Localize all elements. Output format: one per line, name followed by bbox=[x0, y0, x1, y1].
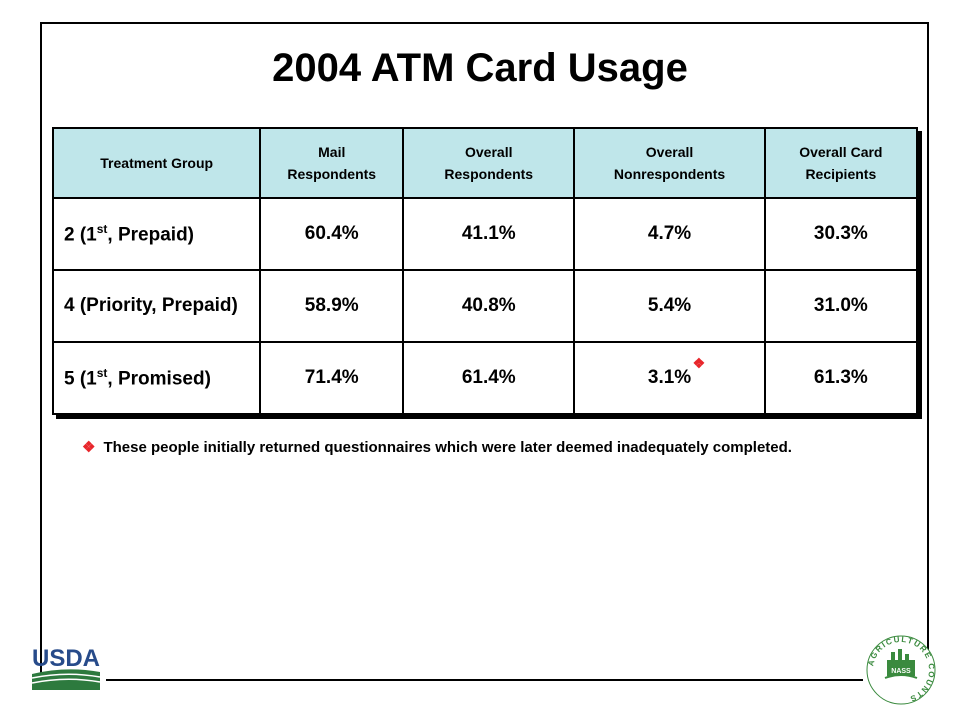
mail-respondents-cell: 71.4% bbox=[259, 341, 405, 415]
table-row: 2 (1st, Prepaid) 60.4% 41.1% 4.7% 30.3% bbox=[51, 197, 919, 271]
header-overall-card-recipients: Overall Card Recipients bbox=[763, 127, 919, 199]
page-title: 2004 ATM Card Usage bbox=[272, 46, 688, 90]
overall-nonrespondents-cell: 5.4% bbox=[573, 269, 766, 343]
mail-respondents-cell: 60.4% bbox=[259, 197, 405, 271]
header-mail-respondents: Mail Respondents bbox=[259, 127, 405, 199]
overall-nonrespondents-cell: 3.1% ❖ bbox=[573, 341, 766, 415]
mail-respondents-cell: 58.9% bbox=[259, 269, 405, 343]
table-row: 5 (1st, Promised) 71.4% 61.4% 3.1% ❖ 61.3… bbox=[51, 341, 919, 415]
footnote: ❖ These people initially returned questio… bbox=[82, 436, 882, 459]
overall-nonrespondents-cell: 4.7% bbox=[573, 197, 766, 271]
slide-frame-left bbox=[40, 22, 42, 682]
nass-badge-text: NASS bbox=[891, 668, 911, 675]
usda-logo-text: USDA bbox=[32, 645, 100, 672]
nass-agriculture-counts-logo: AGRICULTURE COUNTS NASS bbox=[866, 635, 936, 705]
overall-card-recipients-cell: 61.3% bbox=[763, 341, 919, 415]
header-overall-nonrespondents: Overall Nonrespondents bbox=[573, 127, 766, 199]
treatment-group-cell: 2 (1st, Prepaid) bbox=[51, 197, 262, 271]
diamond-bullet-icon: ❖ bbox=[82, 439, 96, 456]
footnote-text: These people initially returned question… bbox=[103, 439, 792, 456]
header-treatment-group: Treatment Group bbox=[51, 127, 262, 199]
overall-respondents-cell: 41.1% bbox=[402, 197, 576, 271]
overall-respondents-cell: 40.8% bbox=[402, 269, 576, 343]
treatment-group-cell: 4 (Priority, Prepaid) bbox=[51, 269, 262, 343]
overall-respondents-cell: 61.4% bbox=[402, 341, 576, 415]
slide-frame-top bbox=[40, 22, 929, 24]
table-row: 4 (Priority, Prepaid) 58.9% 40.8% 5.4% 3… bbox=[51, 269, 919, 343]
table-header-row: Treatment Group Mail Respondents Overall… bbox=[51, 127, 919, 199]
usda-logo: USDA bbox=[31, 645, 101, 690]
atm-usage-table: Treatment Group Mail Respondents Overall… bbox=[51, 127, 919, 415]
treatment-group-cell: 5 (1st, Promised) bbox=[51, 341, 262, 415]
overall-card-recipients-cell: 31.0% bbox=[763, 269, 919, 343]
footnote-marker-icon: ❖ bbox=[692, 355, 706, 371]
header-overall-respondents: Overall Respondents bbox=[402, 127, 576, 199]
slide-frame-right bbox=[927, 22, 929, 682]
overall-card-recipients-cell: 30.3% bbox=[763, 197, 919, 271]
slide-frame-bottom bbox=[106, 679, 863, 681]
